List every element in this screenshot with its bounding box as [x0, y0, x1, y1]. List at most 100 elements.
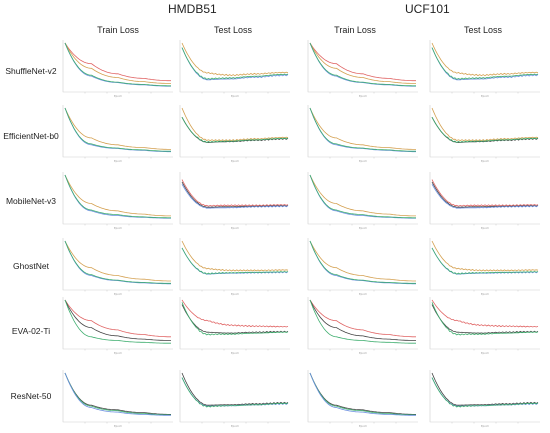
panel-resnet-50-hmdb51-train: Epoch: [62, 370, 173, 428]
loss-curve-green: [181, 47, 289, 80]
row-label-ghostnet: GhostNet: [13, 261, 49, 271]
loss-curve-green: [181, 117, 289, 143]
loss-curve-blue: [64, 372, 171, 416]
axes: [429, 40, 540, 93]
loss-curve-blue: [181, 247, 289, 275]
column-title-ucf-test: Test Loss: [463, 25, 503, 35]
x-axis-label: Epoch: [481, 226, 489, 230]
loss-curve-green: [64, 299, 171, 344]
loss-curve-orange: [309, 107, 416, 150]
loss-curve-gray: [309, 372, 416, 415]
x-axis-label: Epoch: [231, 94, 239, 98]
loss-curve-gray: [309, 299, 416, 341]
axes: [62, 172, 173, 225]
loss-curve-orange: [181, 240, 289, 272]
axes: [307, 238, 418, 291]
x-axis-label: Epoch: [359, 159, 367, 163]
loss-curve-orange: [309, 42, 416, 84]
axes: [307, 105, 418, 158]
panel-ghostnet-hmdb51-train: Epoch: [62, 238, 173, 296]
panel-shufflenet-v2-ucf101-train: Epoch: [307, 40, 418, 98]
axes: [429, 370, 540, 423]
loss-curve-red: [309, 299, 416, 338]
loss-curve-orange: [309, 240, 416, 282]
loss-curve-orange: [64, 174, 171, 217]
loss-curve-blue: [64, 174, 171, 219]
x-axis-label: Epoch: [231, 292, 239, 296]
x-axis-label: Epoch: [114, 351, 122, 355]
panel-ghostnet-hmdb51-test: Epoch: [179, 238, 290, 296]
loss-curve-orange: [309, 174, 416, 217]
loss-curve-blue: [64, 107, 171, 153]
loss-curve-green: [64, 42, 171, 87]
loss-curve-blue: [309, 174, 416, 219]
loss-curve-blue: [309, 107, 416, 153]
x-axis-label: Epoch: [359, 424, 367, 428]
loss-curve-gray: [181, 372, 289, 406]
axes: [307, 370, 418, 423]
loss-curve-orange: [431, 240, 539, 272]
loss-curve-red: [64, 299, 171, 338]
loss-curve-red: [431, 179, 539, 207]
x-axis-label: Epoch: [359, 292, 367, 296]
x-axis-label: Epoch: [481, 424, 489, 428]
column-title-hmdb-train: Train Loss: [97, 25, 139, 35]
panel-mobilenet-v3-ucf101-train: Epoch: [307, 172, 418, 230]
x-axis-label: Epoch: [114, 424, 122, 428]
loss-curve-red: [181, 179, 289, 207]
column-title-ucf-train: Train Loss: [334, 25, 376, 35]
loss-curve-orange: [64, 240, 171, 282]
dataset-title-hmdb51: HMDB51: [168, 2, 217, 16]
loss-curve-blue: [431, 183, 539, 209]
loss-curve-gray: [181, 181, 289, 208]
axes: [179, 370, 290, 423]
loss-curve-blue: [64, 240, 171, 285]
axes: [179, 172, 290, 225]
panel-shufflenet-v2-ucf101-test: Epoch: [429, 40, 540, 98]
axes: [179, 238, 290, 291]
loss-curve-red: [181, 299, 289, 328]
loss-curve-red: [64, 42, 171, 82]
x-axis-label: Epoch: [481, 94, 489, 98]
panel-mobilenet-v3-ucf101-test: Epoch: [429, 172, 540, 230]
panel-shufflenet-v2-hmdb51-test: Epoch: [179, 40, 290, 98]
loss-curve-gray: [431, 372, 539, 406]
axes: [62, 238, 173, 291]
loss-curve-green: [309, 42, 416, 87]
panel-eva-02-ti-hmdb51-test: Epoch: [179, 297, 290, 355]
loss-curve-green: [64, 107, 171, 152]
loss-curve-green: [309, 174, 416, 219]
x-axis-label: Epoch: [231, 351, 239, 355]
panel-eva-02-ti-ucf101-train: Epoch: [307, 297, 418, 355]
loss-curve-orange: [181, 42, 289, 77]
loss-curve-green: [181, 377, 289, 408]
dataset-title-ucf101: UCF101: [405, 2, 450, 16]
x-axis-label: Epoch: [231, 159, 239, 163]
axes: [62, 370, 173, 423]
loss-curve-gray: [64, 372, 171, 415]
x-axis-label: Epoch: [114, 292, 122, 296]
loss-curve-red: [431, 299, 539, 328]
loss-curve-blue: [309, 372, 416, 416]
loss-curve-green: [431, 47, 539, 80]
axes: [307, 40, 418, 93]
panel-mobilenet-v3-hmdb51-train: Epoch: [62, 172, 173, 230]
row-label-resnet50: ResNet-50: [10, 391, 52, 401]
x-axis-label: Epoch: [481, 159, 489, 163]
panel-efficientnet-b0-hmdb51-test: Epoch: [179, 105, 290, 163]
loss-curve-orange: [181, 107, 289, 142]
panel-efficientnet-b0-hmdb51-train: Epoch: [62, 105, 173, 163]
panel-ghostnet-ucf101-test: Epoch: [429, 238, 540, 296]
x-axis-label: Epoch: [114, 159, 122, 163]
x-axis-label: Epoch: [481, 292, 489, 296]
axes: [307, 297, 418, 350]
x-axis-label: Epoch: [231, 424, 239, 428]
axes: [179, 40, 290, 93]
panel-resnet-50-ucf101-test: Epoch: [429, 370, 540, 428]
panel-resnet-50-hmdb51-test: Epoch: [179, 370, 290, 428]
axes: [62, 297, 173, 350]
loss-curve-green: [181, 302, 289, 336]
loss-curve-red: [309, 42, 416, 82]
loss-curve-gray: [431, 304, 539, 334]
